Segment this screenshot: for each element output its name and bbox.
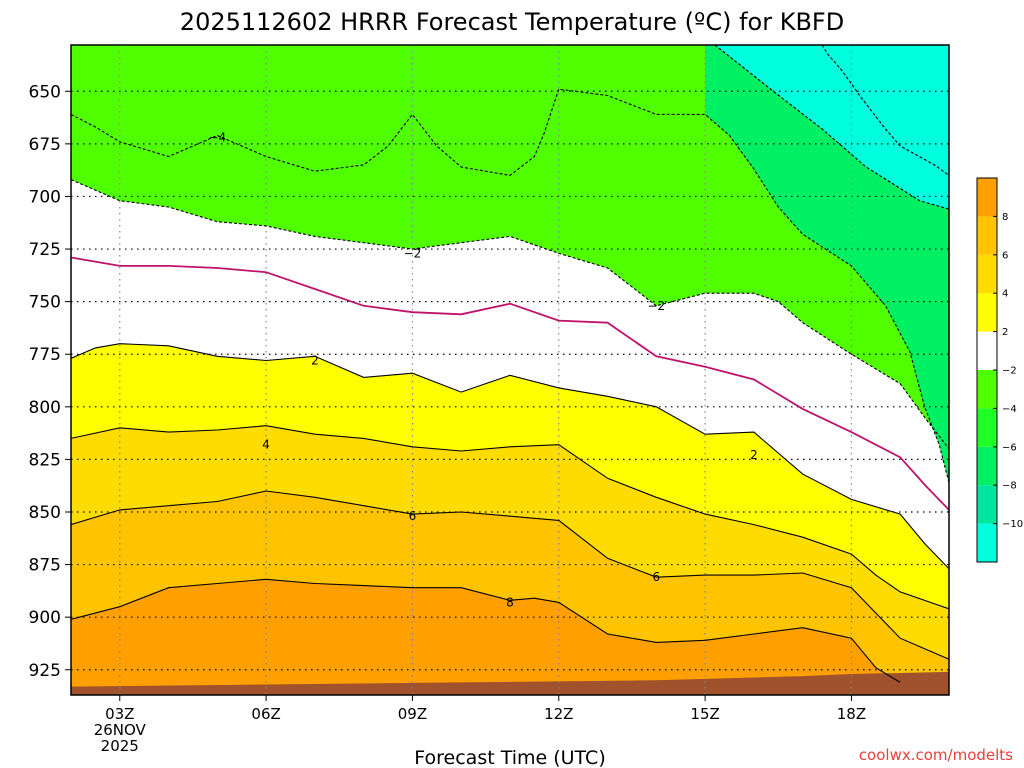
y-tick-label: 775 xyxy=(29,345,61,365)
chart-title: 2025112602 HRRR Forecast Temperature (ºC… xyxy=(180,8,844,36)
contour-8 xyxy=(71,578,901,683)
y-axis: 650 675 700 725 750 775 800 825 850 875 900 925 xyxy=(29,82,71,681)
contour-label: −2 xyxy=(404,246,422,260)
credit-text: coolwx.com/modelts xyxy=(859,746,1013,764)
colorbar-tick-label: −2 xyxy=(1002,366,1017,377)
x-axis-label: Forecast Time (UTC) xyxy=(414,747,605,768)
plot-grid xyxy=(71,45,949,695)
y-tick-label: 750 xyxy=(29,293,61,313)
contour-label: −2 xyxy=(647,299,665,313)
plot-contours xyxy=(71,45,949,683)
contour-label: 2 xyxy=(750,448,758,462)
fill-band-minus4-to-minus2 xyxy=(71,45,949,449)
colorbar-swatch xyxy=(977,408,997,447)
colorbar-swatch xyxy=(977,446,997,486)
contour-label: 2 xyxy=(311,354,319,368)
plot-fills xyxy=(71,45,949,695)
contour-label: 6 xyxy=(653,570,661,584)
contour-label: −4 xyxy=(208,131,226,145)
colorbar-tick-label: 2 xyxy=(1002,327,1008,338)
x-tick-sublabel: 26NOV xyxy=(94,721,147,739)
y-tick-label: 650 xyxy=(29,82,61,102)
colorbar-tick-label: −10 xyxy=(1002,519,1023,530)
contour-labels: −4 −2 −2 2 2 4 6 6 8 xyxy=(208,131,757,610)
x-tick-sublabel: 2025 xyxy=(101,737,139,755)
contour-minus6 xyxy=(821,45,949,176)
contour-6 xyxy=(71,490,949,660)
x-tick-label: 06Z xyxy=(251,705,280,723)
colorbar-tick-label: 6 xyxy=(1002,250,1008,261)
colorbar-swatch xyxy=(977,523,997,562)
y-tick-label: 825 xyxy=(29,450,61,470)
colorbar-swatch xyxy=(977,178,997,217)
colorbar-tick-label: −8 xyxy=(1002,481,1017,492)
contour-2 xyxy=(71,343,949,570)
contour-label: 8 xyxy=(506,595,514,609)
colorbar-swatch xyxy=(977,485,997,524)
y-tick-label: 850 xyxy=(29,503,61,523)
contour-minus8 xyxy=(714,45,949,210)
colorbar-tick-label: −6 xyxy=(1002,442,1017,453)
y-tick-label: 800 xyxy=(29,398,61,418)
x-tick-label: 12Z xyxy=(544,705,573,723)
contour-4 xyxy=(71,425,949,610)
contour-minus4 xyxy=(71,88,949,483)
y-tick-label: 675 xyxy=(29,135,61,155)
x-tick-label: 03Z xyxy=(105,705,134,723)
terrain-fill xyxy=(71,671,949,695)
colorbar-tick-label: 8 xyxy=(1002,212,1008,223)
colorbar-swatch xyxy=(977,254,997,294)
colorbar-tick-label: −4 xyxy=(1002,404,1017,415)
x-tick-label: 09Z xyxy=(398,705,427,723)
x-tick-label: 15Z xyxy=(690,705,719,723)
x-tick-label: 18Z xyxy=(837,705,866,723)
colorbar-swatch xyxy=(977,293,997,332)
y-tick-label: 725 xyxy=(29,240,61,260)
contour-label: 6 xyxy=(409,509,417,523)
plot-frame xyxy=(70,44,950,696)
colorbar: −10 −8 −6 −4 −2 2 4 6 8 xyxy=(976,177,1023,563)
contour-0 xyxy=(71,256,949,511)
colorbar-swatch xyxy=(977,216,997,255)
contour-label: 4 xyxy=(262,438,270,452)
colorbar-tick-label: 4 xyxy=(1002,289,1008,300)
y-tick-label: 700 xyxy=(29,187,61,207)
y-tick-label: 900 xyxy=(29,608,61,628)
fill-band-minus10-to-minus8 xyxy=(714,45,949,210)
y-tick-label: 925 xyxy=(29,661,61,681)
colorbar-swatch xyxy=(977,370,997,409)
contour-minus2 xyxy=(71,179,949,450)
y-tick-label: 875 xyxy=(29,556,61,576)
colorbar-swatch xyxy=(977,331,997,370)
